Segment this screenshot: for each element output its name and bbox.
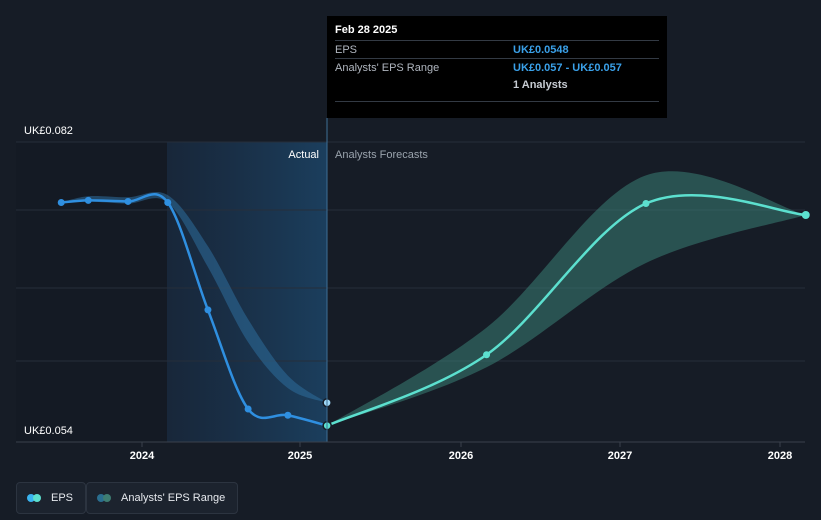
tooltip-row-analysts: 1 Analysts [335, 76, 659, 93]
eps-range-legend-dot-actual [97, 494, 105, 502]
legend-eps-range-label: Analysts' EPS Range [121, 492, 226, 504]
x-tick-label: 2027 [608, 450, 632, 462]
eps-point [124, 197, 132, 205]
eps-point [84, 196, 92, 204]
eps-range-band-forecast [327, 171, 806, 426]
eps-legend-icon [27, 493, 43, 503]
legend-eps-label: EPS [51, 492, 74, 504]
tooltip-row-eps: EPS UK£0.0548 [335, 40, 659, 58]
eps-point [284, 411, 292, 419]
forecast-section-label: Analysts Forecasts [335, 149, 428, 161]
actual-section-label: Actual [288, 149, 319, 161]
tooltip-date: Feb 28 2025 [335, 24, 398, 36]
eps-range-legend-dot-forecast [103, 494, 111, 502]
legend-eps-range[interactable]: Analysts' EPS Range [86, 482, 239, 514]
tooltip-range-value: UK£0.057 - UK£0.057 [513, 61, 622, 74]
x-tick-label: 2025 [288, 450, 312, 462]
eps-range-band-actual [61, 191, 328, 403]
tooltip-divider [335, 101, 659, 102]
eps-line [61, 193, 328, 427]
y-axis-bottom-label: UK£0.054 [24, 425, 73, 437]
x-tick-label: 2026 [449, 450, 473, 462]
eps-forecast-point [642, 200, 650, 208]
actual-period-shade [167, 142, 327, 442]
pre-history-shade [16, 142, 167, 442]
tooltip-eps-value: UK£0.0548 [513, 43, 569, 56]
eps-point [164, 198, 172, 206]
x-tick-label: 2028 [768, 450, 792, 462]
eps-point [244, 405, 252, 413]
eps-point [204, 306, 212, 314]
tooltip-range-label: Analysts' EPS Range [335, 61, 440, 74]
x-tick-label: 2024 [130, 450, 155, 462]
eps-forecast-point [483, 351, 491, 359]
eps-legend-dot-forecast [33, 494, 41, 502]
eps-point [57, 198, 65, 206]
eps-range-legend-icon [97, 493, 113, 503]
tooltip: Feb 28 2025 EPS UK£0.0548 Analysts' EPS … [327, 16, 667, 118]
y-axis-top-label: UK£0.082 [24, 125, 73, 137]
tooltip-row-range: Analysts' EPS Range UK£0.057 - UK£0.057 [335, 58, 659, 76]
legend-eps[interactable]: EPS [16, 482, 87, 514]
eps-forecast-line [326, 194, 806, 427]
tooltip-analysts-count: 1 Analysts [513, 78, 568, 91]
tooltip-eps-label: EPS [335, 43, 358, 56]
eps-forecast-point [801, 211, 810, 219]
eps-legend-dot-actual [27, 494, 35, 502]
